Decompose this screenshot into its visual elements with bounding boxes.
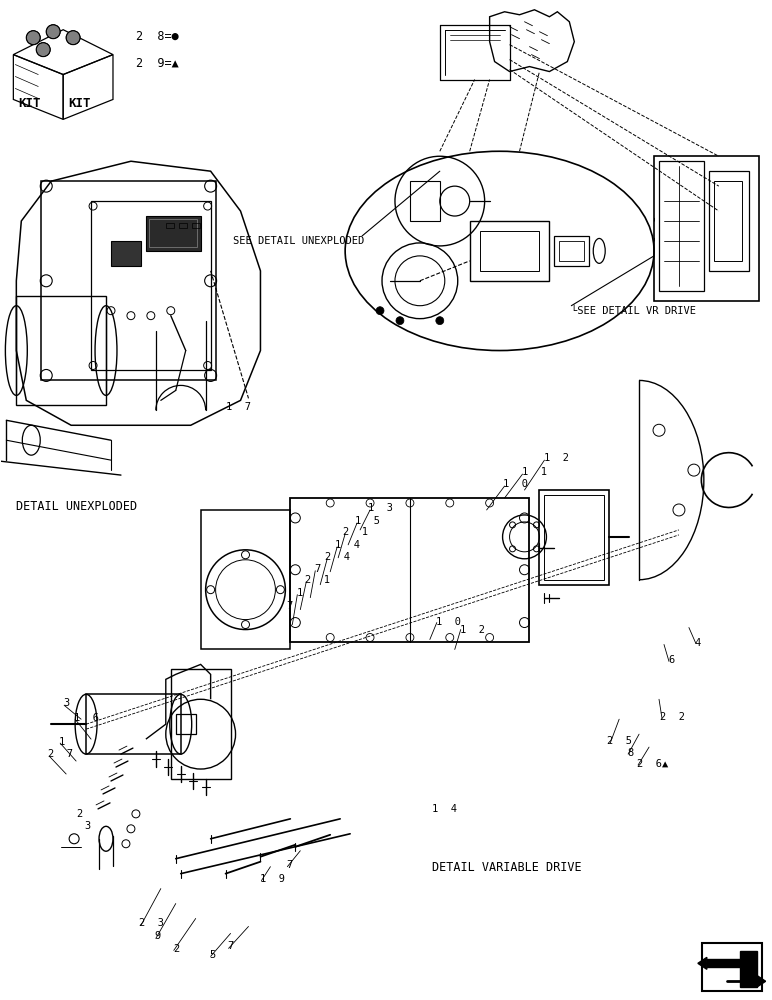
Text: 2  1: 2 1 <box>305 575 330 585</box>
Bar <box>709 171 749 271</box>
Text: 1  5: 1 5 <box>355 516 380 526</box>
Circle shape <box>436 317 444 325</box>
Bar <box>146 216 201 251</box>
Bar <box>659 161 704 291</box>
Bar <box>479 231 540 271</box>
Polygon shape <box>698 957 707 969</box>
Text: 7: 7 <box>286 860 293 870</box>
Text: KIT: KIT <box>68 97 90 110</box>
Text: 3: 3 <box>84 821 90 831</box>
Text: 1: 1 <box>296 588 303 598</box>
Bar <box>171 669 231 779</box>
Bar <box>554 236 589 266</box>
Text: 7: 7 <box>314 564 320 574</box>
Text: 1  7: 1 7 <box>225 402 251 412</box>
Circle shape <box>46 25 60 39</box>
Bar <box>111 241 141 266</box>
Text: 2  3: 2 3 <box>139 918 164 928</box>
Circle shape <box>66 31 80 45</box>
Circle shape <box>26 31 40 45</box>
Text: 7: 7 <box>286 601 293 611</box>
Bar <box>41 181 215 380</box>
Bar <box>86 694 181 754</box>
Bar <box>544 495 604 580</box>
Text: 1  4: 1 4 <box>432 804 457 814</box>
Circle shape <box>376 307 384 315</box>
Text: 1  0: 1 0 <box>436 617 461 627</box>
Circle shape <box>36 43 50 57</box>
Text: 2  5: 2 5 <box>608 736 632 746</box>
Bar <box>540 490 609 585</box>
Bar <box>179 223 187 228</box>
Text: 6: 6 <box>668 655 674 665</box>
Text: 2  6▲: 2 6▲ <box>637 759 669 769</box>
Text: 1: 1 <box>59 737 66 747</box>
Bar <box>290 498 530 642</box>
Text: 1  3: 1 3 <box>368 503 393 513</box>
Text: 2: 2 <box>173 944 179 954</box>
Text: 4: 4 <box>695 638 701 648</box>
Text: 1  2: 1 2 <box>460 625 485 635</box>
Text: 1  2: 1 2 <box>544 453 570 463</box>
Text: 8: 8 <box>627 748 633 758</box>
Text: 1  1: 1 1 <box>522 467 547 477</box>
Text: 2  9=▲: 2 9=▲ <box>136 57 178 70</box>
Text: 2  8=●: 2 8=● <box>136 30 178 43</box>
Bar <box>654 156 759 301</box>
Bar <box>410 181 440 221</box>
Text: 2  4: 2 4 <box>325 552 350 562</box>
Bar <box>560 241 584 261</box>
Text: 3: 3 <box>63 698 69 708</box>
Text: └SEE DETAIL VR DRIVE: └SEE DETAIL VR DRIVE <box>571 306 696 316</box>
Text: 2  2: 2 2 <box>660 712 685 722</box>
Polygon shape <box>707 951 757 987</box>
Bar <box>191 223 200 228</box>
Bar <box>714 181 742 261</box>
Polygon shape <box>757 975 766 987</box>
Text: 1  4: 1 4 <box>335 540 361 550</box>
Text: 1  0: 1 0 <box>503 479 527 489</box>
Text: 1  9: 1 9 <box>260 874 286 884</box>
Text: 2: 2 <box>76 809 83 819</box>
Bar <box>469 221 550 281</box>
Text: SEE DETAIL UNEXPLODED: SEE DETAIL UNEXPLODED <box>232 236 364 246</box>
Text: 9: 9 <box>155 931 161 941</box>
Bar <box>91 201 211 370</box>
Bar <box>149 219 197 247</box>
Circle shape <box>396 317 404 325</box>
Text: 2  7: 2 7 <box>48 749 73 759</box>
Bar <box>702 943 762 991</box>
Text: 1  6: 1 6 <box>74 713 99 723</box>
Text: DETAIL UNEXPLODED: DETAIL UNEXPLODED <box>16 500 137 513</box>
Bar <box>16 296 106 405</box>
Text: 2  1: 2 1 <box>344 527 368 537</box>
Bar <box>201 510 290 649</box>
Text: 7: 7 <box>228 941 234 951</box>
Text: KIT: KIT <box>19 97 41 110</box>
Bar <box>166 223 174 228</box>
Text: 5: 5 <box>210 950 216 960</box>
Text: DETAIL VARIABLE DRIVE: DETAIL VARIABLE DRIVE <box>432 861 581 874</box>
Bar <box>176 714 195 734</box>
